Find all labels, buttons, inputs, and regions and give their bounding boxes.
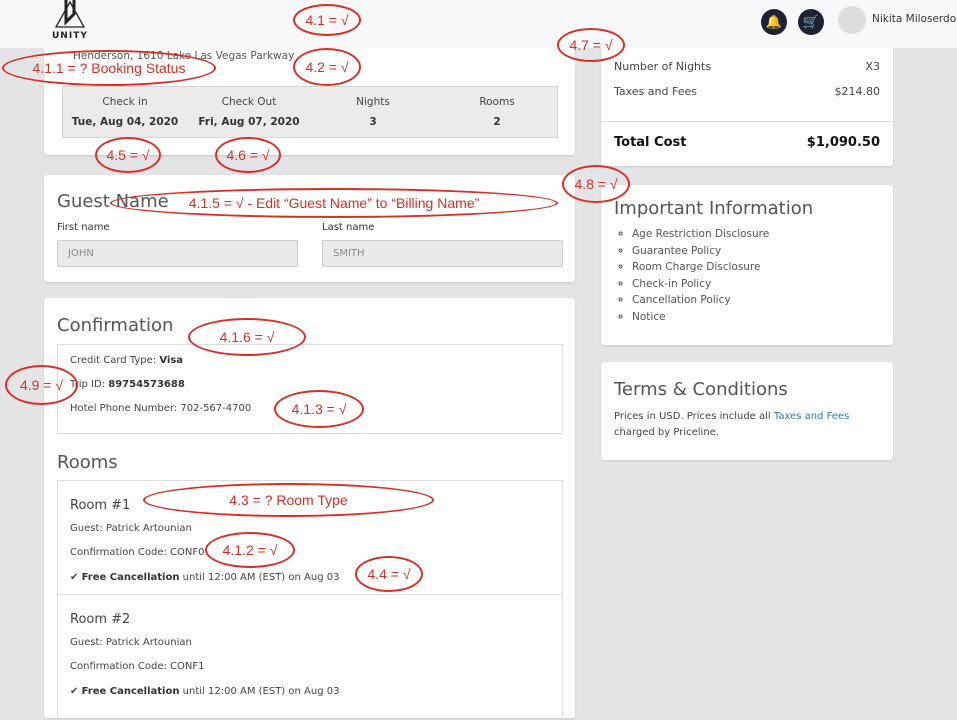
nights-summary-value: X3	[865, 60, 880, 73]
nights-value: 3	[369, 116, 377, 128]
important-info-card: Important Information Age Restriction Di…	[601, 185, 893, 345]
room-guest: Guest: Patrick Artounian	[70, 637, 192, 648]
last-name-input[interactable]: SMITH	[322, 240, 563, 267]
logo-text: UNITY	[52, 31, 88, 41]
room-name: Room #2	[70, 612, 131, 627]
trip-id-label: Trip ID:	[70, 379, 106, 390]
room-guest: Guest: Patrick Artounian	[70, 523, 192, 534]
card-type-value: Visa	[159, 355, 184, 366]
info-link[interactable]: Guarantee Policy	[632, 243, 769, 260]
cancel-policy-text: until 12:00 AM (EST) on Aug 03	[182, 686, 340, 697]
annotation: 4.8 = √	[562, 165, 630, 203]
user-name[interactable]: Nikita Miloserdo	[872, 13, 957, 25]
cart-icon[interactable]: 🛒	[798, 9, 824, 35]
room-item: Room #1 Guest: Patrick Artounian Confirm…	[58, 481, 562, 595]
annotation: 4.1.6 = √	[188, 318, 306, 356]
info-link[interactable]: Notice	[632, 309, 769, 326]
confirmation-card: Confirmation Credit Card Type: Visa Trip…	[44, 298, 575, 720]
terms-title: Terms & Conditions	[614, 379, 788, 400]
annotation: 4.3 = ? Room Type	[143, 483, 434, 517]
price-summary-card: Number of Nights X3 Taxes and Fees $214.…	[601, 30, 893, 166]
cancel-policy-text: until 12:00 AM (EST) on Aug 03	[182, 572, 340, 583]
check-out-label: Check Out	[221, 96, 277, 108]
first-name-input[interactable]: JOHN	[57, 240, 298, 267]
check-in-label: Check in	[102, 96, 148, 108]
terms-text-end: charged by Priceline.	[614, 427, 719, 438]
nights-summary-label: Number of Nights	[614, 60, 712, 73]
taxes-fees-link[interactable]: Taxes and Fees	[773, 411, 850, 422]
room-confirmation-code: Confirmation Code: CONF0	[70, 547, 205, 558]
card-type-label: Credit Card Type:	[70, 355, 157, 366]
room-item: Room #2 Guest: Patrick Artounian Confirm…	[58, 595, 562, 709]
first-name-label: First name	[57, 222, 110, 233]
important-title: Important Information	[614, 198, 814, 219]
annotation: 4.5 = √	[95, 137, 161, 173]
annotation: 4.4 = √	[355, 556, 423, 592]
room-name: Room #1	[70, 498, 131, 513]
info-link[interactable]: Cancellation Policy	[632, 292, 769, 309]
trip-id-value: 89754573688	[108, 379, 185, 390]
total-value: $1,090.50	[806, 135, 880, 150]
check-icon: ✔	[70, 686, 79, 697]
room-confirmation-code: Confirmation Code: CONF1	[70, 661, 205, 672]
annotation: 4.2 = √	[293, 48, 361, 86]
info-link[interactable]: Age Restriction Disclosure	[632, 226, 769, 243]
info-link[interactable]: Room Charge Disclosure	[632, 259, 769, 276]
annotation: 4.1.3 = √	[274, 390, 364, 428]
important-list: Age Restriction Disclosure Guarantee Pol…	[616, 226, 769, 325]
taxes-value: $214.80	[834, 85, 881, 98]
phone-value: 702-567-4700	[180, 403, 252, 414]
unity-logo[interactable]: UNITY	[52, 0, 88, 41]
bell-icon[interactable]: 🔔	[761, 9, 787, 35]
annotation: 4.7 = √	[557, 28, 625, 62]
terms-card: Terms & Conditions Prices in USD. Prices…	[601, 362, 893, 460]
nights-label: Nights	[356, 96, 390, 108]
top-header: UNITY 🔔 🛒 Nikita Miloserdo	[0, 0, 957, 48]
check-icon: ✔	[70, 572, 79, 583]
rooms-label: Rooms	[479, 96, 515, 108]
avatar-icon[interactable]	[838, 6, 866, 34]
check-out-date: Fri, Aug 07, 2020	[198, 116, 300, 128]
logo-mark-icon	[54, 0, 86, 28]
stay-summary: Check in Tue, Aug 04, 2020 Check Out Fri…	[62, 86, 558, 138]
annotation: 4.9 = √	[5, 365, 78, 405]
terms-text: Prices in USD. Prices include all	[614, 411, 774, 422]
total-label: Total Cost	[614, 135, 687, 150]
cancel-policy-bold: Free Cancellation	[81, 686, 180, 697]
taxes-label: Taxes and Fees	[614, 85, 697, 98]
confirmation-details: Credit Card Type: Visa Trip ID: 89754573…	[57, 344, 563, 434]
check-in-date: Tue, Aug 04, 2020	[71, 116, 179, 128]
rooms-title: Rooms	[57, 452, 118, 473]
info-link[interactable]: Check-in Policy	[632, 276, 769, 293]
annotation: 4.1.2 = √	[205, 532, 295, 568]
annotation: 4.1.1 = ? Booking Status	[2, 50, 216, 86]
last-name-label: Last name	[322, 222, 375, 233]
annotation: 4.6 = √	[215, 137, 281, 173]
confirmation-title: Confirmation	[57, 315, 174, 336]
cancel-policy-bold: Free Cancellation	[81, 572, 180, 583]
annotation: 4.1 = √	[293, 4, 361, 36]
rooms-value: 2	[493, 116, 501, 128]
phone-label: Hotel Phone Number:	[70, 403, 178, 414]
annotation: 4.1.5 = √ - Edit “Guest Name” to “Billin…	[110, 188, 558, 218]
divider	[601, 121, 893, 122]
